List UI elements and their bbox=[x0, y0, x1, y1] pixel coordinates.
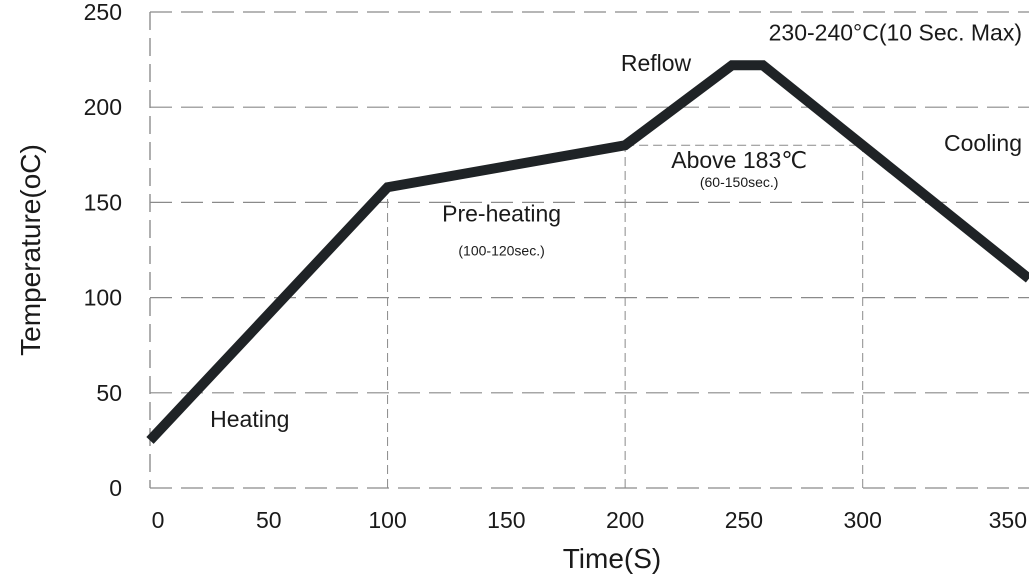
y-tick-label-100: 100 bbox=[84, 285, 122, 311]
annotation-layer: Heating Pre-heating (100-120sec.) Above 183… bbox=[210, 20, 1022, 433]
annotation-reflow: Reflow bbox=[621, 50, 692, 76]
y-tick-label-200: 200 bbox=[84, 94, 122, 120]
y-tick-label-250: 250 bbox=[84, 0, 122, 25]
y-tick-label-50: 50 bbox=[96, 380, 122, 406]
annotation-peak: 230-240°C(10 Sec. Max) bbox=[769, 20, 1022, 46]
grid-layer bbox=[149, 11, 1029, 489]
annotation-cooling: Cooling bbox=[944, 130, 1022, 156]
x-tick-label-300: 300 bbox=[844, 507, 882, 533]
x-tick-label-0: 0 bbox=[152, 507, 165, 533]
x-tick-label-350: 350 bbox=[989, 507, 1027, 533]
annotation-heating: Heating bbox=[210, 406, 289, 432]
annotation-above183_time: (60-150sec.) bbox=[700, 174, 779, 190]
x-tick-label-50: 50 bbox=[256, 507, 282, 533]
temperature-profile-line bbox=[146, 60, 1029, 444]
annotation-above183: Above 183℃ bbox=[671, 147, 807, 173]
x-tick-label-100: 100 bbox=[368, 507, 406, 533]
annotation-preheat: Pre-heating bbox=[442, 200, 561, 226]
x-tick-label-250: 250 bbox=[725, 507, 763, 533]
series-layer bbox=[146, 60, 1029, 444]
y-tick-label-0: 0 bbox=[109, 475, 122, 501]
x-tick-label-200: 200 bbox=[606, 507, 644, 533]
x-axis-title: Time(S) bbox=[563, 543, 662, 574]
tick-layer: 0 50 100 150 200 250 0 50 100 150 200 250 300 350 bbox=[84, 0, 1027, 533]
x-tick-label-150: 150 bbox=[487, 507, 525, 533]
y-tick-label-150: 150 bbox=[84, 189, 122, 215]
annotation-preheat_time: (100-120sec.) bbox=[458, 243, 544, 259]
y-axis-title: Temperature(oC) bbox=[15, 144, 46, 356]
